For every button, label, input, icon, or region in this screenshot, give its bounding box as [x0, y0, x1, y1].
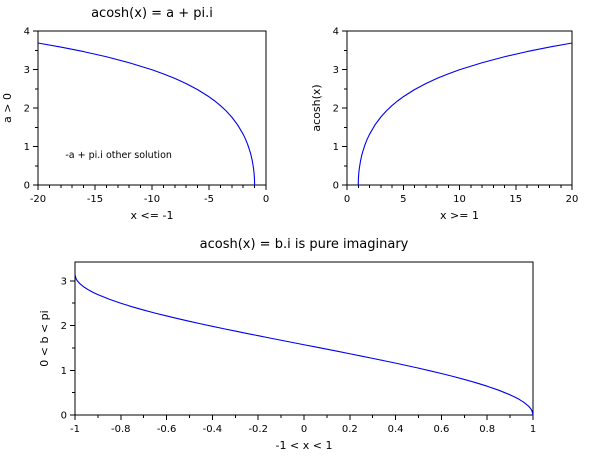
x-tick-label: 1 [530, 424, 536, 435]
x-axis-ticks: -20 -15 -10 -5 0 [30, 185, 269, 205]
y-tick-label: 2 [24, 104, 30, 115]
x-axis-label: -1 < x < 1 [276, 439, 333, 452]
x-tick-label: -5 [204, 194, 214, 205]
y-tick-label: 0 [333, 181, 339, 192]
y-axis-ticks: 0 1 2 3 4 [333, 27, 347, 192]
annotation-text: -a + pi.i other solution [65, 150, 172, 161]
x-tick-label: -0.6 [157, 424, 177, 435]
x-tick-label: 0.8 [479, 424, 495, 435]
x-tick-label: -0.2 [248, 424, 268, 435]
x-tick-label: 20 [566, 194, 579, 205]
y-tick-label: 3 [333, 65, 339, 76]
curve-line [74, 274, 534, 416]
chart-title: acosh(x) = a + pi.i [91, 6, 213, 21]
curve-line [37, 42, 256, 186]
x-tick-label: -10 [144, 194, 160, 205]
x-tick-label: -15 [87, 194, 103, 205]
plot-acosh-real-part-negative-x: -20 -15 -10 -5 0 0 1 2 3 4 -a + pi.i other solutio… [1, 6, 269, 222]
x-tick-label: -0.8 [111, 424, 131, 435]
x-axis-label: x <= -1 [131, 209, 174, 222]
x-tick-label: 0 [344, 194, 350, 205]
x-tick-label: 0.6 [433, 424, 449, 435]
x-tick-label: 15 [509, 194, 522, 205]
y-tick-label: 2 [333, 104, 339, 115]
y-tick-label: 1 [24, 142, 30, 153]
y-tick-label: 1 [333, 142, 339, 153]
x-tick-label: 0.2 [342, 424, 358, 435]
y-tick-label: 0 [24, 181, 30, 192]
axes-frame [74, 261, 534, 416]
x-tick-label: 10 [453, 194, 466, 205]
x-tick-label: -20 [30, 194, 46, 205]
x-tick-label: -1 [70, 424, 80, 435]
y-tick-label: 2 [61, 321, 67, 332]
plot-acosh-real-positive-x: 0 5 10 15 20 0 1 2 3 4 x >= 1 acosh(x) [310, 27, 578, 223]
x-axis-ticks: -1 -0.8 -0.6 -0.4 -0.2 0 0.2 0.4 0.6 0.8 1 [70, 415, 536, 435]
y-tick-label: 4 [24, 27, 30, 38]
y-axis-ticks: 0 1 2 3 [61, 276, 75, 422]
y-tick-label: 0 [61, 411, 67, 422]
y-axis-label: 0 < b < pi [38, 310, 51, 366]
curve-line [357, 42, 573, 186]
x-axis-label: x >= 1 [440, 209, 479, 222]
y-tick-label: 4 [333, 27, 339, 38]
x-tick-label: 5 [400, 194, 406, 205]
chart-title: acosh(x) = b.i is pure imaginary [200, 237, 409, 252]
y-tick-label: 1 [61, 366, 67, 377]
plot-acosh-pure-imaginary: -1 -0.8 -0.6 -0.4 -0.2 0 0.2 0.4 0.6 0.8 1 0 1 2 3 acos… [38, 237, 536, 452]
y-tick-label: 3 [61, 276, 67, 287]
y-axis-label: acosh(x) [310, 84, 323, 131]
y-axis-label: a > 0 [1, 93, 14, 123]
x-tick-label: 0 [263, 194, 269, 205]
y-tick-label: 3 [24, 65, 30, 76]
x-axis-ticks: 0 5 10 15 20 [344, 185, 579, 205]
x-tick-label: -0.4 [203, 424, 223, 435]
axes-frame [37, 30, 267, 186]
x-tick-label: 0 [301, 424, 307, 435]
x-tick-label: 0.4 [388, 424, 404, 435]
y-axis-ticks: 0 1 2 3 4 [24, 27, 38, 192]
axes-frame [346, 30, 573, 186]
